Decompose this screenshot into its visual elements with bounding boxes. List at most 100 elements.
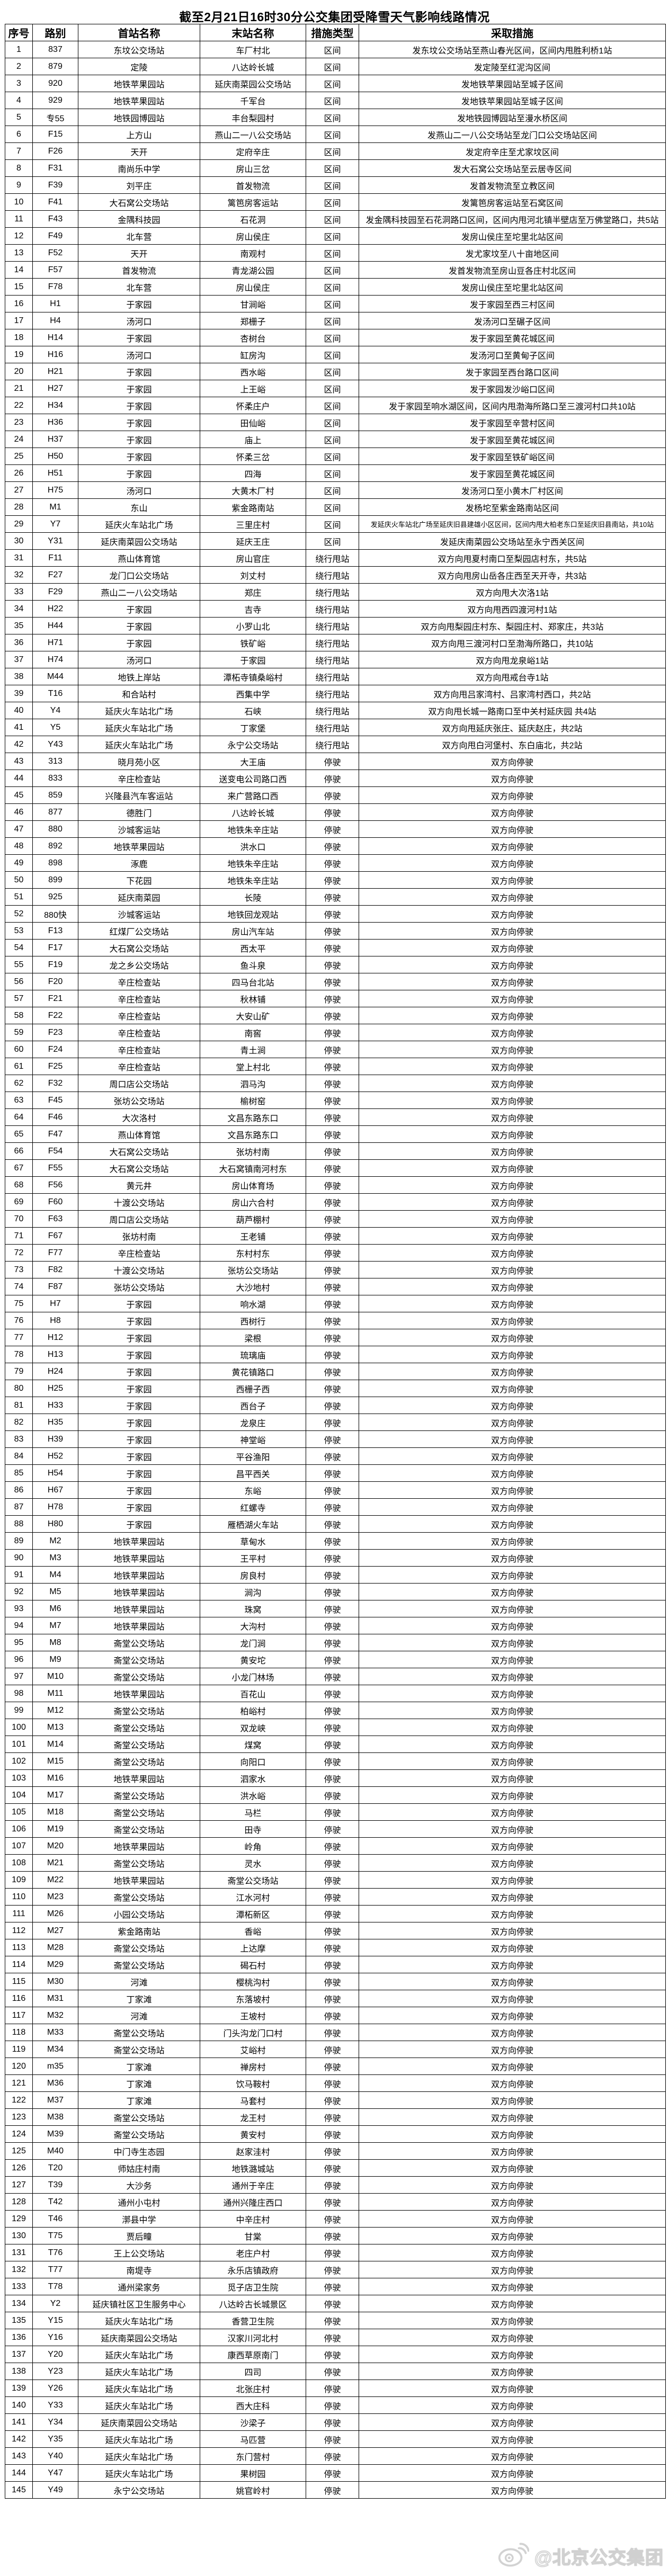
cell-last-station: 东村村东 (200, 1244, 306, 1262)
table-row: 129 T46 漷县中学 中辛庄村 停驶 双方向停驶 (5, 2210, 666, 2228)
table-row: 7 F26 天开 定府辛庄 区间 发定府辛庄至尤家坟区间 (5, 142, 666, 160)
cell-first-station: 汤河口 (78, 312, 200, 329)
cell-last-station: 房山体育场 (200, 1176, 306, 1194)
cell-last-station: 中辛庄村 (200, 2210, 306, 2228)
cell-measure: 双方向停驶 (359, 2007, 666, 2024)
cell-seq: 86 (5, 1481, 33, 1499)
cell-first-station: 南尚乐中学 (78, 159, 200, 177)
cell-measure: 双方向停驶 (359, 1007, 666, 1024)
cell-measure-type: 区间 (306, 159, 359, 177)
cell-seq: 50 (5, 871, 33, 889)
cell-seq: 120 (5, 2058, 33, 2075)
cell-measure-type: 停驶 (306, 2396, 359, 2414)
cell-measure-type: 停驶 (306, 2430, 359, 2448)
cell-measure-type: 区间 (306, 363, 359, 380)
table-row: 38 M44 地铁上岸站 潭柘寺镇桑峪村 绕行甩站 双方向甩戒台寺1站 (5, 668, 666, 685)
cell-first-station: 于家园 (78, 414, 200, 431)
cell-seq: 100 (5, 1719, 33, 1736)
table-row: 70 F63 周口店公交场站 葫芦棚村 停驶 双方向停驶 (5, 1210, 666, 1228)
cell-seq: 36 (5, 634, 33, 651)
cell-route: H74 (32, 651, 78, 668)
cell-first-station: 于家园 (78, 1363, 200, 1380)
cell-route: F43 (32, 210, 78, 228)
cell-route: F63 (32, 1210, 78, 1228)
table-row: 16 H1 于家园 甘涧峪 区间 发于家园至西三村区间 (5, 295, 666, 312)
cell-seq: 90 (5, 1549, 33, 1567)
cell-first-station: 斋堂公交场站 (78, 1651, 200, 1668)
table-row: 29 Y7 延庆火车站北广场 三里庄村 区间 发延庆火车站北广场至延庆旧县建雄小区区间，区… (5, 515, 666, 533)
cell-measure-type: 停驶 (306, 1600, 359, 1617)
cell-route: M40 (32, 2142, 78, 2160)
cell-measure-type: 区间 (306, 58, 359, 75)
cell-measure: 发篱笆房客运站至石窝区间 (359, 193, 666, 211)
cell-first-station: 延庆火车站北广场 (78, 2447, 200, 2465)
cell-route: H54 (32, 1464, 78, 1482)
cell-last-station: 丁家堡 (200, 719, 306, 736)
cell-last-station: 黄花镇路口 (200, 1363, 306, 1380)
cell-last-station: 樱桃沟村 (200, 1973, 306, 1990)
cell-first-station: 斋堂公交场站 (78, 2125, 200, 2143)
table-row: 112 M27 紫金路南站 香峪 停驶 双方向停驶 (5, 1922, 666, 1939)
cell-seq: 75 (5, 1295, 33, 1312)
cell-measure: 发燕山二一八公交场站至龙门口公交场站区间 (359, 126, 666, 143)
cell-measure-type: 停驶 (306, 956, 359, 973)
cell-first-station: 金隅科技园 (78, 210, 200, 228)
table-row: 45 859 兴隆县汽车客运站 来广营路口西 停驶 双方向停驶 (5, 786, 666, 804)
cell-seq: 44 (5, 770, 33, 787)
table-row: 75 H7 于家园 响水湖 停驶 双方向停驶 (5, 1295, 666, 1312)
cell-route: T42 (32, 2193, 78, 2211)
cell-first-station: 丁家滩 (78, 2058, 200, 2075)
table-row: 64 F46 大次洛村 文昌东路东口 停驶 双方向停驶 (5, 1108, 666, 1126)
cell-last-station: 上达摩 (200, 1939, 306, 1956)
cell-seq: 123 (5, 2108, 33, 2126)
cell-measure: 双方向停驶 (359, 786, 666, 804)
header-measure-type: 措施类型 (306, 24, 359, 41)
cell-measure-type: 停驶 (306, 2464, 359, 2482)
cell-measure: 双方向停驶 (359, 1210, 666, 1228)
cell-seq: 12 (5, 227, 33, 245)
table-row: 62 F32 周口店公交场站 泗马沟 停驶 双方向停驶 (5, 1075, 666, 1092)
table-row: 35 H44 于家园 小罗山北 绕行甩站 双方向甩梨园庄村东、梨园庄村、郑家庄，共3站 (5, 617, 666, 634)
table-row: 134 Y2 延庆镇社区卫生服务中心 八达岭古长城景区 停驶 双方向停驶 (5, 2295, 666, 2312)
cell-measure-type: 停驶 (306, 1668, 359, 1685)
cell-measure-type: 区间 (306, 244, 359, 262)
cell-seq: 140 (5, 2396, 33, 2414)
cell-measure: 双方向停驶 (359, 1515, 666, 1533)
cell-seq: 85 (5, 1464, 33, 1482)
table-row: 48 892 地铁苹果园站 洪水口 停驶 双方向停驶 (5, 837, 666, 855)
cell-measure-type: 停驶 (306, 1956, 359, 1973)
cell-measure: 双方向停驶 (359, 2396, 666, 2414)
cell-seq: 27 (5, 481, 33, 499)
cell-seq: 55 (5, 956, 33, 973)
cell-seq: 42 (5, 736, 33, 753)
cell-route: T39 (32, 2176, 78, 2194)
cell-last-station: 四海 (200, 464, 306, 482)
cell-measure-type: 停驶 (306, 905, 359, 923)
cell-measure-type: 停驶 (306, 2007, 359, 2024)
cell-first-station: 延庆火车站北广场 (78, 702, 200, 719)
cell-route: Y47 (32, 2464, 78, 2482)
cell-seq: 138 (5, 2363, 33, 2380)
cell-last-station: 大沟村 (200, 1617, 306, 1634)
cell-route: Y35 (32, 2430, 78, 2448)
cell-measure-type: 区间 (306, 92, 359, 109)
table-row: 53 F13 红煤厂公交场站 房山汽车站 停驶 双方向停驶 (5, 922, 666, 940)
cell-route: H4 (32, 312, 78, 329)
cell-first-station: 燕山二一八公交场站 (78, 583, 200, 601)
cell-measure: 双方向甩大次洛1站 (359, 583, 666, 601)
cell-last-station: 百花山 (200, 1685, 306, 1702)
cell-seq: 68 (5, 1176, 33, 1194)
cell-measure-type: 区间 (306, 295, 359, 312)
cell-measure: 双方向停驶 (359, 2329, 666, 2346)
cell-measure: 双方向停驶 (359, 770, 666, 787)
table-row: 87 H78 于家园 红螺寺 停驶 双方向停驶 (5, 1498, 666, 1516)
cell-last-station: 老庄户村 (200, 2244, 306, 2261)
cell-route: T20 (32, 2159, 78, 2177)
cell-seq: 108 (5, 1854, 33, 1872)
cell-measure-type: 停驶 (306, 2108, 359, 2126)
cell-seq: 67 (5, 1159, 33, 1177)
cell-last-station: 石花洞 (200, 210, 306, 228)
cell-first-station: 师姑庄村南 (78, 2159, 200, 2177)
cell-first-station: 辛庄检查站 (78, 990, 200, 1007)
cell-route: M19 (32, 1820, 78, 1838)
